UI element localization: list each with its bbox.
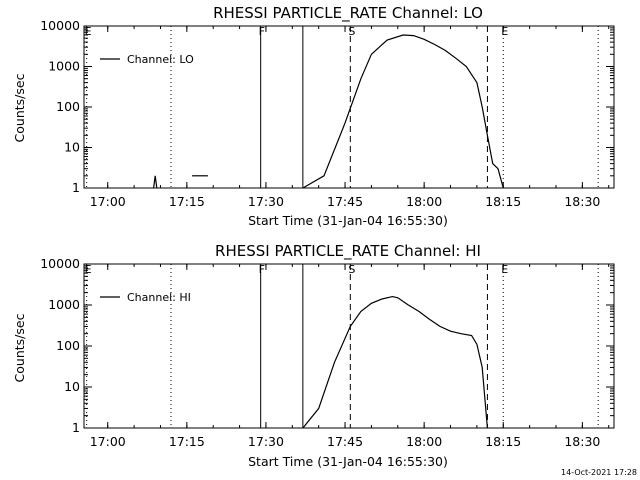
y-tick-label: 10000 — [40, 18, 80, 33]
data-series-line — [153, 175, 158, 189]
chart-panel-lo: RHESSI PARTICLE_RATE Channel: LO Start T… — [12, 4, 615, 228]
y-axis-label: Counts/sec — [12, 313, 27, 382]
x-tick-label: 17:45 — [327, 434, 363, 449]
y-tick-label: 1 — [72, 420, 80, 435]
chart-title: RHESSI PARTICLE_RATE Channel: HI — [215, 242, 481, 261]
event-marker-label: E — [501, 263, 508, 276]
y-tick-label: 100 — [56, 338, 80, 353]
plot-area: E F S E 17:00 17:15 17:30 17:45 18:00 18:15 18:30 1… — [40, 256, 615, 449]
y-tick-label: 10 — [64, 379, 80, 394]
y-tick-label: 1 — [72, 180, 80, 195]
y-tick-label: 1000 — [48, 297, 80, 312]
x-tick-label: 17:15 — [169, 434, 205, 449]
legend-label: Channel: LO — [127, 53, 194, 66]
x-tick-label: 18:30 — [564, 194, 600, 209]
event-marker-label: S — [348, 25, 355, 38]
x-tick-label: 18:00 — [406, 194, 442, 209]
y-tick-label: 10 — [64, 140, 80, 155]
event-marker-label: S — [348, 263, 355, 276]
x-axis-label: Start Time (31-Jan-04 16:55:30) — [248, 454, 448, 469]
x-tick-label: 17:30 — [248, 194, 284, 209]
event-marker-label: F — [259, 25, 265, 38]
x-tick-label: 18:30 — [564, 434, 600, 449]
x-tick-label: 17:15 — [169, 194, 205, 209]
y-tick-label: 1000 — [48, 59, 80, 74]
chart-title: RHESSI PARTICLE_RATE Channel: LO — [213, 4, 483, 23]
event-marker-label: F — [259, 263, 265, 276]
data-series-line — [302, 34, 504, 189]
x-tick-label: 17:00 — [90, 434, 126, 449]
x-tick-label: 18:15 — [485, 194, 521, 209]
x-tick-label: 17:30 — [248, 434, 284, 449]
event-marker-label: E — [85, 263, 92, 276]
legend-label: Channel: HI — [127, 291, 191, 304]
x-tick-label: 17:45 — [327, 194, 363, 209]
x-tick-label: 18:15 — [485, 434, 521, 449]
generation-timestamp: 14-Oct-2021 17:28 — [561, 468, 637, 477]
event-marker-label: E — [85, 25, 92, 38]
y-tick-label: 10000 — [40, 256, 80, 271]
x-axis-label: Start Time (31-Jan-04 16:55:30) — [248, 213, 448, 228]
data-series-line — [302, 295, 488, 429]
x-tick-label: 17:00 — [90, 194, 126, 209]
chart-panel-hi: RHESSI PARTICLE_RATE Channel: HI Start T… — [12, 242, 615, 469]
y-tick-label: 100 — [56, 99, 80, 114]
y-axis-label: Counts/sec — [12, 73, 27, 142]
event-marker-label: E — [501, 25, 508, 38]
x-tick-label: 18:00 — [406, 434, 442, 449]
plot-area: E F S E 17:00 17:15 17:30 17:45 18:00 18:15 18:30 1… — [40, 18, 615, 209]
